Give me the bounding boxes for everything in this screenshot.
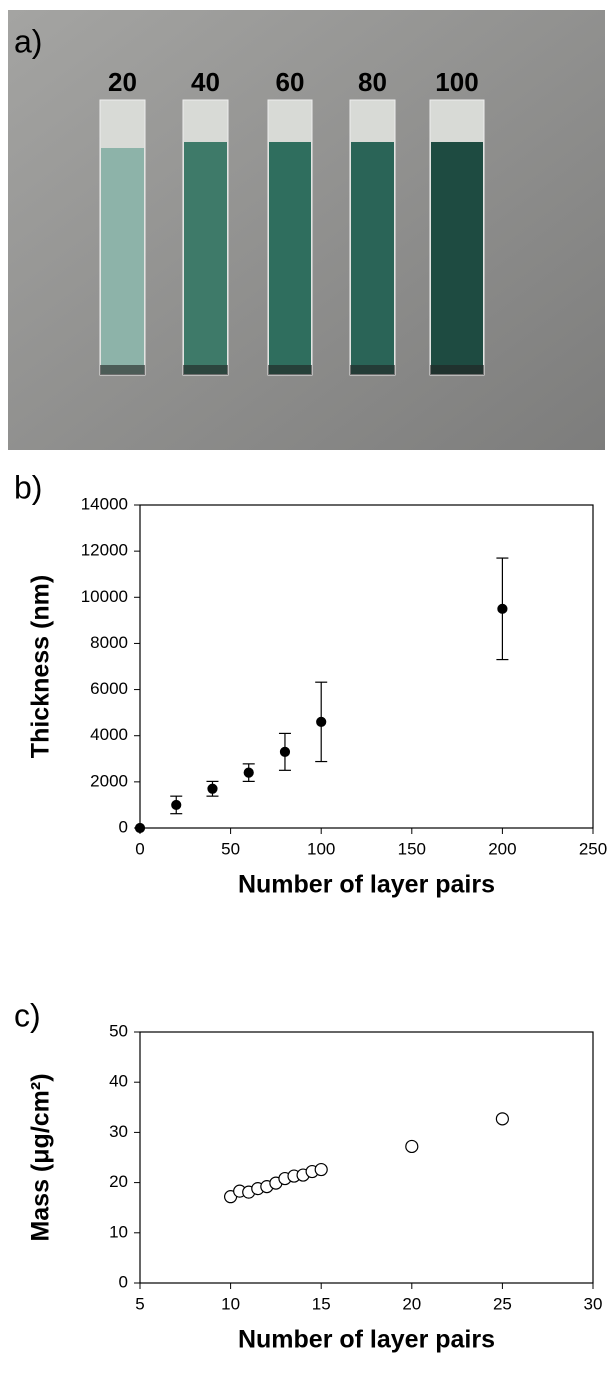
panel-label: c) (14, 997, 41, 1033)
data-point (134, 822, 146, 834)
y-tick-label: 10000 (81, 587, 128, 606)
y-tick-label: 30 (109, 1122, 128, 1141)
strip-label: 60 (276, 67, 305, 97)
y-tick-label: 40 (109, 1072, 128, 1091)
strip-label: 80 (358, 67, 387, 97)
y-tick-label: 8000 (90, 633, 128, 652)
x-tick-label: 50 (221, 839, 240, 858)
y-tick-label: 2000 (90, 771, 128, 790)
panel-label: b) (14, 469, 42, 505)
x-tick-label: 250 (579, 839, 607, 858)
y-tick-label: 6000 (90, 679, 128, 698)
x-tick-label: 150 (398, 839, 426, 858)
film-coating (101, 148, 144, 374)
data-point (171, 799, 182, 811)
film-coating (269, 142, 311, 374)
panel-label: a) (14, 23, 42, 59)
y-tick-label: 10 (109, 1222, 128, 1241)
photo: a) 20 40 60 80 100 (8, 10, 605, 450)
y-axis-title: Thickness (nm) (27, 575, 55, 758)
x-axis-title: Number of layer pairs (238, 871, 495, 899)
data-point (279, 746, 291, 757)
y-tick-label: 0 (119, 817, 128, 836)
y-tick-label: 0 (119, 1272, 128, 1291)
strip-label: 100 (435, 67, 478, 97)
x-tick-label: 20 (402, 1294, 421, 1313)
slide-edge (100, 365, 145, 375)
film-coating (351, 142, 394, 374)
y-tick-label: 14000 (81, 494, 128, 513)
plot-frame (139, 1031, 594, 1284)
data-point (495, 1112, 509, 1126)
x-tick-label: 25 (493, 1294, 512, 1313)
x-tick-label: 5 (135, 1294, 144, 1313)
data-point (316, 716, 327, 727)
strip-label: 20 (108, 67, 137, 97)
film-coating (431, 142, 483, 374)
data-point (405, 1139, 419, 1154)
strip-label: 40 (191, 67, 220, 97)
data-point (243, 767, 254, 778)
y-tick-label: 4000 (90, 725, 128, 744)
film-coating (184, 142, 227, 374)
y-tick-label: 50 (109, 1021, 128, 1040)
slide-edge (183, 365, 228, 375)
y-tick-label: 20 (109, 1172, 128, 1191)
x-tick-label: 10 (221, 1294, 240, 1313)
x-tick-label: 100 (307, 839, 335, 858)
data-point (497, 603, 508, 614)
y-axis-title: Mass (μg/cm²) (27, 1073, 55, 1241)
x-tick-label: 30 (584, 1294, 603, 1313)
plot-frame (139, 504, 594, 829)
data-point (207, 783, 218, 794)
data-point (314, 1162, 328, 1177)
x-tick-label: 200 (488, 839, 516, 858)
x-axis-title: Number of layer pairs (238, 1326, 495, 1354)
x-tick-label: 0 (135, 839, 144, 858)
slide-edge (350, 365, 395, 375)
y-tick-label: 12000 (81, 541, 128, 560)
slide-edge (268, 365, 312, 375)
slide-edge (430, 365, 484, 375)
x-tick-label: 15 (312, 1294, 331, 1313)
